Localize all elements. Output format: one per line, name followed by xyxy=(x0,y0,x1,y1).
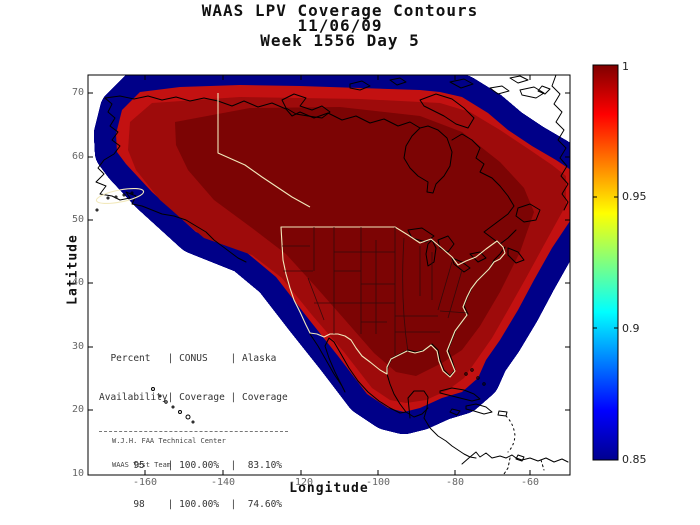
y-axis-ticks xyxy=(88,92,570,411)
plot-border xyxy=(87,74,571,476)
alaska-border xyxy=(95,93,311,208)
colorbar-ticks xyxy=(593,196,618,329)
credit-line-1: W.J.H. FAA Technical Center xyxy=(112,437,226,445)
credit-line-2: WAAS Test Team xyxy=(112,461,172,469)
colorbar-tick-label: 0.9 xyxy=(622,322,640,335)
credit-text: W.J.H. FAA Technical Center WAAS Test Te… xyxy=(112,421,226,485)
canada-arctic-coastline xyxy=(217,75,551,129)
contour-band-maroon xyxy=(175,107,534,376)
x-tick-label: -80 xyxy=(445,477,465,488)
coverage-contour-bands xyxy=(94,75,570,434)
y-tick-label: 60 xyxy=(71,151,84,162)
colorbar-gradient xyxy=(593,65,618,460)
coverage-table-row: 98 | 100.00% | 74.60% xyxy=(99,499,283,510)
coverage-stats-table: Percent | CONUS | Alaska Availability| C… xyxy=(99,300,288,525)
colorbar-tick-label: 0.95 xyxy=(622,190,647,203)
y-tick-label: 30 xyxy=(71,341,84,352)
colorbar-tick-label: 1 xyxy=(622,60,629,73)
y-axis-label: Latitude xyxy=(65,234,81,305)
greenland-coastline xyxy=(551,75,569,211)
x-tick-label: -60 xyxy=(520,477,540,488)
aleutian-islands xyxy=(95,191,134,212)
x-tick-label: -100 xyxy=(365,477,391,488)
y-tick-label: 40 xyxy=(71,277,84,288)
y-tick-label: 10 xyxy=(71,468,84,479)
eastern-canada-coastline xyxy=(451,133,541,264)
alaska-coastline xyxy=(95,95,247,263)
x-tick-label: -120 xyxy=(288,477,314,488)
y-tick-label: 20 xyxy=(71,404,84,415)
south-america-coastline xyxy=(461,451,569,475)
coverage-table-row: 95 | 100.00% | 83.10% xyxy=(99,460,283,471)
chart-date: 11/06/09 xyxy=(297,16,383,35)
colorbar-border xyxy=(592,64,619,461)
chart-title-block: WAAS LPV Coverage Contours 11/06/09 Week… xyxy=(95,1,585,50)
coverage-table-header: Percent | CONUS | Alaska Availability| C… xyxy=(99,326,288,432)
coverage-table-header-row2: Availability| Coverage | Coverage xyxy=(99,392,288,403)
conus-border xyxy=(280,226,506,378)
mexico-coastline xyxy=(309,333,429,419)
caribbean-islands xyxy=(439,368,516,453)
hawaii-islands xyxy=(151,387,195,424)
x-tick-label: -140 xyxy=(210,477,236,488)
colorbar-tick-label: 0.85 xyxy=(622,453,647,466)
coverage-table-header-row1: Percent | CONUS | Alaska xyxy=(99,353,277,364)
colorbar xyxy=(592,64,619,461)
x-axis-ticks xyxy=(144,75,531,475)
y-tick-label: 50 xyxy=(71,214,84,225)
x-axis-label: Longitude xyxy=(289,481,369,496)
central-america-coastline xyxy=(423,417,477,459)
chart-title: WAAS LPV Coverage Contours xyxy=(201,1,479,20)
x-tick-label: -160 xyxy=(132,477,158,488)
chart-week-day: Week 1556 Day 5 xyxy=(260,31,420,50)
hudson-bay-outline xyxy=(403,125,453,194)
y-tick-label: 70 xyxy=(71,87,84,98)
state-boundaries xyxy=(282,227,469,355)
